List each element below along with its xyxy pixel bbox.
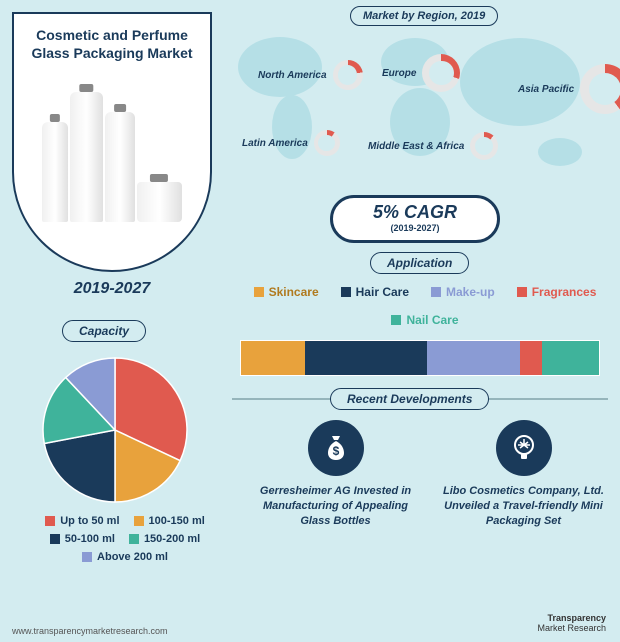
money-bag-icon: $ <box>308 420 364 476</box>
cagr-period: (2019-2027) <box>333 223 497 233</box>
region-asia-pacific: Asia Pacific <box>518 64 620 114</box>
legend-label: 150-200 ml <box>144 533 200 545</box>
legend-label: Nail Care <box>406 313 458 327</box>
cagr-bubble: 5% CAGR (2019-2027) <box>330 195 500 243</box>
development-card: $ Gerresheimer AG Invested in Manufactur… <box>248 420 423 529</box>
capacity-legend: Up to 50 ml 100-150 ml 50-100 ml 150-200 ml… <box>20 515 230 563</box>
development-text: Gerresheimer AG Invested in Manufacturin… <box>248 484 423 529</box>
legend-swatch-icon <box>45 516 55 526</box>
svg-text:$: $ <box>332 444 339 458</box>
region-donut-icon <box>422 54 460 92</box>
legend-swatch-icon <box>50 534 60 544</box>
region-label: Latin America <box>242 138 308 149</box>
header-card: Cosmetic and Perfume Glass Packaging Mar… <box>12 12 212 272</box>
bar-segment <box>520 341 541 375</box>
legend-item: 150-200 ml <box>129 533 200 545</box>
legend-swatch-icon <box>134 516 144 526</box>
region-label: North America <box>258 70 327 81</box>
legend-item: Hair Care <box>341 285 409 299</box>
bar-segment <box>427 341 520 375</box>
capacity-pie-chart <box>40 355 190 505</box>
application-bar-chart <box>240 340 600 376</box>
capacity-title: Capacity <box>62 320 146 342</box>
bar-segment <box>305 341 427 375</box>
brand-logo: Transparency Market Research <box>537 614 606 634</box>
region-label: Middle East & Africa <box>368 141 464 152</box>
legend-item: Up to 50 ml <box>45 515 119 527</box>
region-europe: Europe <box>382 54 460 92</box>
legend-label: Fragrances <box>532 285 597 299</box>
bar-segment <box>241 341 305 375</box>
region-label: Europe <box>382 68 416 79</box>
footer-url: www.transparencymarketresearch.com <box>12 626 168 636</box>
legend-label: Above 200 ml <box>97 551 168 563</box>
year-range: 2019-2027 <box>12 280 212 298</box>
legend-label: Hair Care <box>356 285 409 299</box>
application-title: Application <box>370 252 469 274</box>
brand-sub: Market Research <box>537 623 606 633</box>
legend-swatch-icon <box>129 534 139 544</box>
cagr-value: 5% CAGR <box>333 202 497 223</box>
brand-name: Transparency <box>547 613 606 623</box>
page-title: Cosmetic and Perfume Glass Packaging Mar… <box>22 26 202 62</box>
legend-label: Up to 50 ml <box>60 515 119 527</box>
legend-swatch-icon <box>517 287 527 297</box>
region-donut-icon <box>470 132 498 160</box>
region-middle-east-africa: Middle East & Africa <box>368 132 498 160</box>
region-donut-icon <box>580 64 620 114</box>
legend-item: Fragrances <box>517 285 597 299</box>
legend-item: 100-150 ml <box>134 515 205 527</box>
region-label: Asia Pacific <box>518 84 574 95</box>
legend-label: Skincare <box>269 285 319 299</box>
legend-swatch-icon <box>341 287 351 297</box>
region-latin-america: Latin America <box>242 130 340 156</box>
region-donut-icon <box>314 130 340 156</box>
region-donut-icon <box>333 60 363 90</box>
legend-label: Make-up <box>446 285 495 299</box>
legend-item: Nail Care <box>391 313 458 327</box>
region-map: North America Latin America Europe Middl… <box>220 12 608 182</box>
legend-item: Above 200 ml <box>82 551 168 563</box>
legend-item: 50-100 ml <box>50 533 115 545</box>
recent-title: Recent Developments <box>330 388 489 410</box>
development-card: Libo Cosmetics Company, Ltd. Unveiled a … <box>436 420 611 529</box>
legend-swatch-icon <box>391 315 401 325</box>
legend-item: Skincare <box>254 285 319 299</box>
legend-label: 50-100 ml <box>65 533 115 545</box>
lightbulb-icon <box>496 420 552 476</box>
legend-swatch-icon <box>82 552 92 562</box>
legend-swatch-icon <box>431 287 441 297</box>
development-text: Libo Cosmetics Company, Ltd. Unveiled a … <box>436 484 611 529</box>
legend-swatch-icon <box>254 287 264 297</box>
product-illustration <box>42 72 182 222</box>
region-north-america: North America <box>258 60 363 90</box>
legend-label: 100-150 ml <box>149 515 205 527</box>
legend-item: Make-up <box>431 285 495 299</box>
application-legend: Skincare Hair Care Make-up Fragrances Nail C… <box>250 285 600 327</box>
bar-segment <box>542 341 599 375</box>
